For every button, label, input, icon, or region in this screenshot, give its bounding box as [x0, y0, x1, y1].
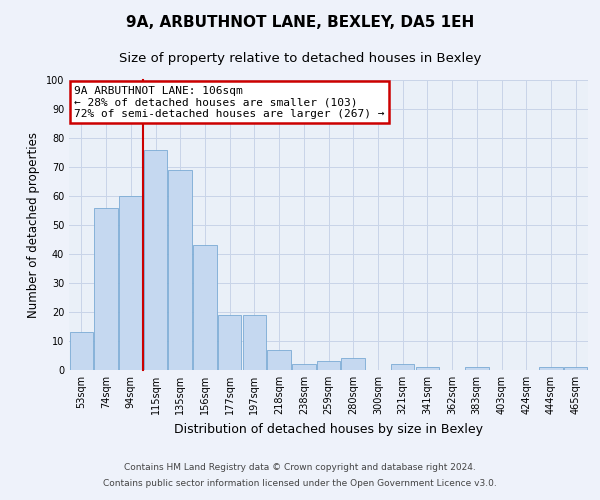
Text: Contains HM Land Registry data © Crown copyright and database right 2024.: Contains HM Land Registry data © Crown c…	[124, 464, 476, 472]
Bar	[391, 364, 415, 370]
Bar	[119, 196, 143, 370]
Bar	[341, 358, 365, 370]
Bar	[144, 150, 167, 370]
Bar	[169, 170, 192, 370]
Text: 9A, ARBUTHNOT LANE, BEXLEY, DA5 1EH: 9A, ARBUTHNOT LANE, BEXLEY, DA5 1EH	[126, 15, 474, 30]
Bar	[539, 367, 563, 370]
Bar	[70, 332, 93, 370]
Y-axis label: Number of detached properties: Number of detached properties	[27, 132, 40, 318]
Bar	[193, 246, 217, 370]
Text: Size of property relative to detached houses in Bexley: Size of property relative to detached ho…	[119, 52, 481, 65]
Bar	[218, 315, 241, 370]
Bar	[268, 350, 291, 370]
Bar	[317, 362, 340, 370]
Text: Contains public sector information licensed under the Open Government Licence v3: Contains public sector information licen…	[103, 478, 497, 488]
Text: 9A ARBUTHNOT LANE: 106sqm
← 28% of detached houses are smaller (103)
72% of semi: 9A ARBUTHNOT LANE: 106sqm ← 28% of detac…	[74, 86, 385, 119]
Bar	[465, 367, 488, 370]
Bar	[292, 364, 316, 370]
Bar	[242, 315, 266, 370]
Bar	[564, 367, 587, 370]
Bar	[94, 208, 118, 370]
Bar	[416, 367, 439, 370]
X-axis label: Distribution of detached houses by size in Bexley: Distribution of detached houses by size …	[174, 422, 483, 436]
